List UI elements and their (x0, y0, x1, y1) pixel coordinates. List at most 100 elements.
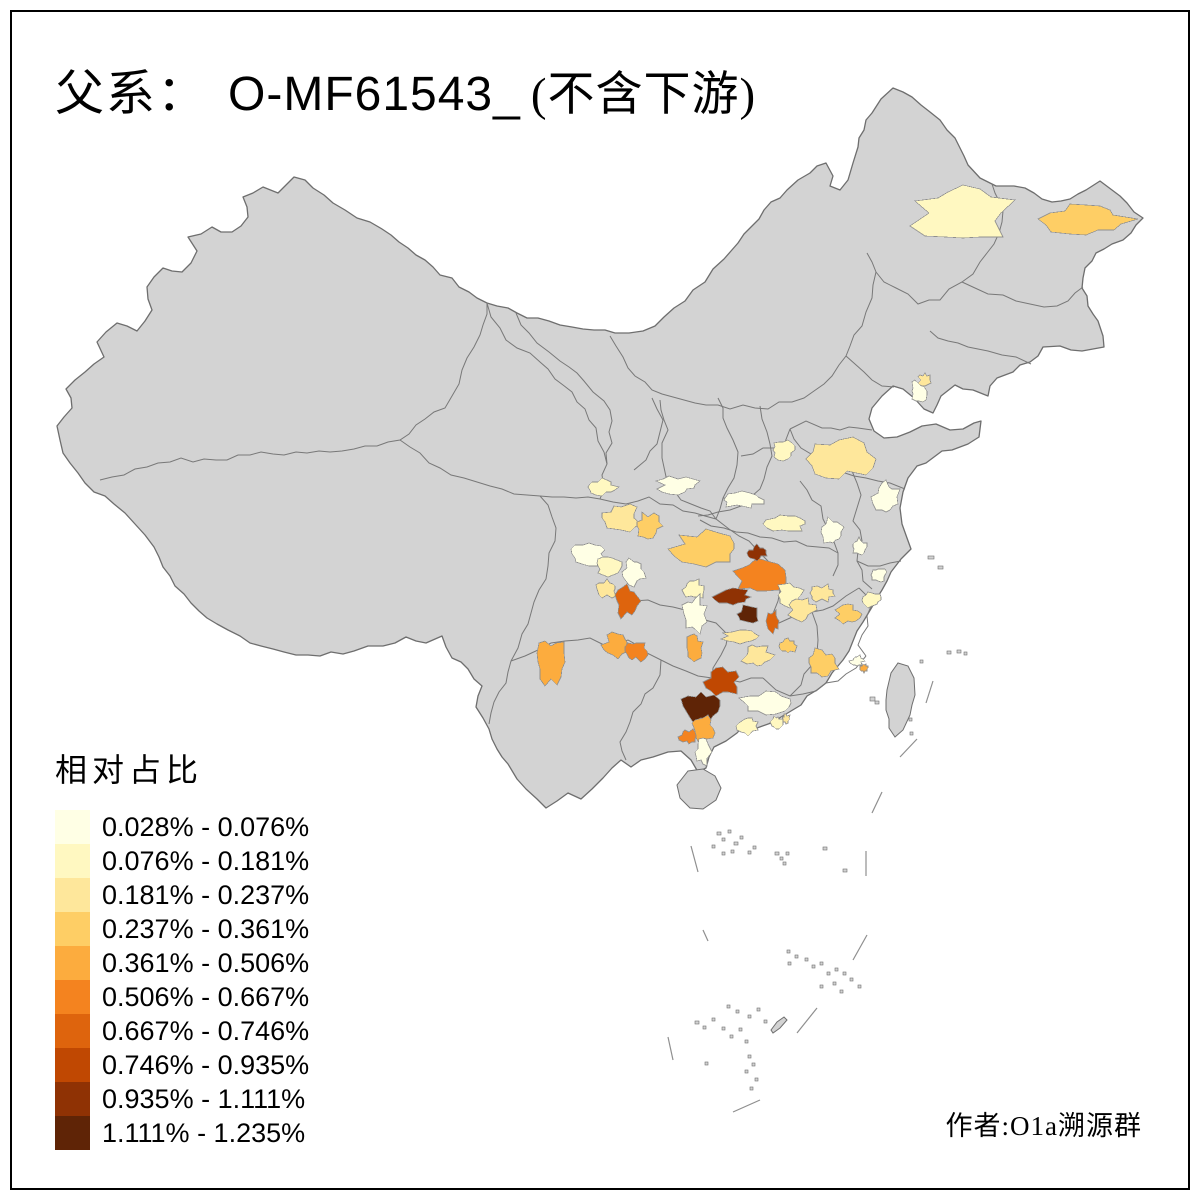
legend-swatch-6 (55, 980, 90, 1014)
region-henan-luoyang (772, 439, 796, 462)
islet-32 (819, 961, 824, 966)
region-dalian-north (917, 372, 932, 387)
province-border-28 (961, 281, 1084, 308)
islet-53 (747, 1054, 752, 1059)
islet-46 (738, 1027, 743, 1032)
region-yunnan-chuxiong (536, 640, 566, 687)
islet-13 (716, 831, 722, 836)
province-border-24 (851, 470, 873, 590)
islet-45 (729, 1034, 734, 1039)
region-hlj-jiamusi (1037, 203, 1139, 236)
province-border-1 (99, 303, 488, 481)
region-zhangjiajie (765, 609, 780, 635)
island-taiwan (885, 662, 916, 738)
region-sichuan-yibin (614, 583, 642, 620)
legend-row-6: 0.506% - 0.667% (55, 980, 309, 1014)
title-suffix: (不含下游) (530, 69, 757, 121)
legend-label-10: 1.111% - 1.235% (102, 1117, 306, 1148)
title-haplogroup: O-MF61543_ (228, 68, 521, 121)
province-border-21 (740, 428, 791, 457)
islet-39 (849, 977, 854, 982)
province-border-16 (715, 397, 739, 520)
province-border-3 (399, 439, 601, 500)
region-shanxi-yuncheng (654, 475, 701, 496)
islet-58 (704, 1061, 709, 1066)
islet-23 (779, 856, 784, 861)
region-jiujiang (809, 583, 836, 603)
title-prefix: 父系： (55, 66, 209, 121)
province-border-23 (699, 519, 839, 554)
islet-27 (786, 949, 791, 954)
page-title: 父系： O-MF61543_ (不含下游) (55, 54, 756, 125)
province-border-29 (929, 330, 1032, 365)
legend-row-10: 1.111% - 1.235% (55, 1116, 309, 1150)
region-sichuan-guangyuan (636, 511, 664, 540)
region-henan-nanyang (723, 490, 765, 509)
province-border-20 (789, 420, 873, 431)
islet-1 (869, 696, 876, 702)
islet-21 (752, 845, 757, 850)
islet-24 (785, 851, 790, 856)
islet-52 (763, 1019, 768, 1024)
island-chain-line-1 (925, 680, 934, 704)
islet-44 (721, 1026, 726, 1031)
islet-41 (694, 1020, 700, 1025)
islet-14 (721, 837, 726, 842)
province-border-31 (515, 312, 613, 465)
province-border-25 (856, 560, 902, 567)
region-fujian-coast-orange (859, 663, 869, 674)
region-henan-zhumadian (762, 514, 806, 532)
region-guangdong-yunfu (735, 717, 759, 737)
mainland-china (56, 87, 1144, 809)
legend-swatch-7 (55, 1014, 90, 1048)
islet-42 (702, 1025, 707, 1030)
legend-swatch-5 (55, 946, 90, 980)
province-border-4 (488, 495, 557, 725)
province-border-2 (486, 302, 608, 500)
islet-22 (774, 851, 780, 856)
legend-rows: 0.028% - 0.076% 0.076% - 0.181% 0.181% - 0… (55, 810, 309, 1150)
legend-swatch-2 (55, 844, 90, 878)
province-border-9 (599, 496, 761, 554)
island-chain-line-7 (852, 934, 868, 961)
region-shandong-southwest (805, 436, 877, 480)
region-pearl-delta-b (781, 713, 791, 725)
legend-swatch-1 (55, 810, 90, 844)
legend-label-3: 0.181% - 0.237% (102, 879, 310, 910)
region-hunan-hengyang (778, 637, 798, 654)
island-chain-line-6 (702, 929, 709, 942)
islet-47 (744, 1039, 749, 1044)
islet-51 (756, 1007, 761, 1012)
province-border-13 (762, 655, 867, 697)
region-chongqing-northeast (732, 557, 787, 592)
region-hlj-qiqihar (909, 184, 1016, 239)
island-chain-line-9 (667, 1036, 674, 1061)
region-zhejiang-west (870, 568, 888, 583)
legend-label-7: 0.667% - 0.746% (102, 1015, 310, 1046)
region-sichuan-neijiang (681, 593, 708, 635)
islet-17 (730, 849, 735, 854)
islet-38 (839, 989, 844, 994)
legend-label-5: 0.361% - 0.506% (102, 947, 310, 978)
islet-20 (747, 850, 752, 855)
island-chain-line-3 (871, 791, 883, 814)
legend-row-4: 0.237% - 0.361% (55, 912, 309, 946)
legend-row-5: 0.361% - 0.506% (55, 946, 309, 980)
region-anhui-fuyang (820, 516, 845, 544)
islet-54 (751, 1062, 756, 1067)
islet-49 (735, 1009, 740, 1014)
legend: 相对占比 0.028% - 0.076% 0.076% - 0.181% 0.181… (55, 745, 309, 1150)
province-border-26 (609, 252, 877, 410)
islet-48 (726, 1004, 731, 1009)
islet-2 (874, 700, 880, 705)
islet-25 (782, 861, 787, 866)
island-chain-line-10 (732, 1099, 761, 1113)
legend-swatch-9 (55, 1082, 90, 1116)
islet-43 (711, 1017, 716, 1022)
island-chain-line-8 (796, 1007, 818, 1034)
islet-34 (834, 967, 839, 972)
region-guangdong-meizhou (808, 647, 840, 678)
legend-row-3: 0.181% - 0.237% (55, 878, 309, 912)
legend-swatch-4 (55, 912, 90, 946)
